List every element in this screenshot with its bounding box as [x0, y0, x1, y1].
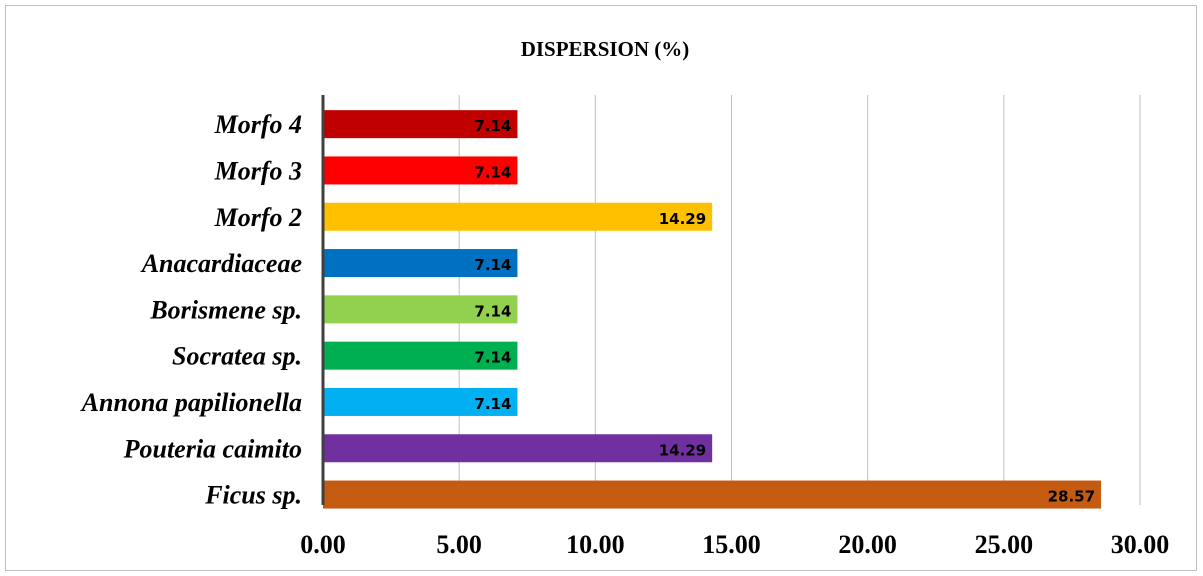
- x-tick-label: 15.00: [702, 530, 761, 559]
- category-label: Morfo 2: [214, 203, 302, 232]
- bar: [323, 156, 518, 185]
- bar: [323, 387, 518, 416]
- bar-data-label: 28.57: [1048, 488, 1095, 506]
- category-label: Morfo 4: [214, 110, 302, 139]
- category-label: Annona papilionella: [80, 388, 302, 417]
- bar-data-label: 14.29: [659, 441, 706, 459]
- category-labels: Morfo 4 Morfo 3 Morfo 2 Anacardiaceae Borism…: [80, 110, 302, 509]
- x-tick-label: 25.00: [975, 530, 1034, 559]
- x-tick-label: 10.00: [566, 530, 625, 559]
- bar: [323, 434, 713, 463]
- bar: [323, 110, 518, 139]
- category-label: Anacardiaceae: [140, 249, 302, 278]
- bar: [323, 202, 713, 231]
- chart-title: DISPERSION (%): [521, 37, 690, 61]
- bar-data-label: 7.14: [474, 256, 511, 274]
- chart-frame: [5, 5, 1197, 571]
- bar-data-label: 7.14: [474, 117, 511, 135]
- bar-data-label: 7.14: [474, 163, 511, 181]
- bar: [323, 480, 1102, 509]
- bar: [323, 295, 518, 324]
- bar: [323, 341, 518, 370]
- category-label: Morfo 3: [214, 156, 302, 185]
- x-tick-label: 20.00: [838, 530, 897, 559]
- category-label: Socratea sp.: [172, 342, 302, 371]
- x-tick-label: 5.00: [436, 530, 482, 559]
- bar-data-label: 7.14: [474, 395, 511, 413]
- bar-data-label: 7.14: [474, 302, 511, 320]
- bar: [323, 249, 518, 278]
- category-label: Pouteria caimito: [123, 434, 302, 463]
- bar-data-label: 7.14: [474, 349, 511, 367]
- category-label: Borismene sp.: [149, 295, 302, 324]
- x-axis-tick-labels: 0.00 5.00 10.00 15.00 20.00 25.00 30.00: [300, 530, 1169, 559]
- x-tick-label: 0.00: [300, 530, 346, 559]
- category-label: Ficus sp.: [204, 481, 302, 510]
- bars: 7.14 7.14 14.29 7.14 7.14 7.14 7.14 14.29 28.57: [323, 110, 1102, 509]
- bar-data-label: 14.29: [659, 210, 706, 228]
- x-tick-label: 30.00: [1111, 530, 1170, 559]
